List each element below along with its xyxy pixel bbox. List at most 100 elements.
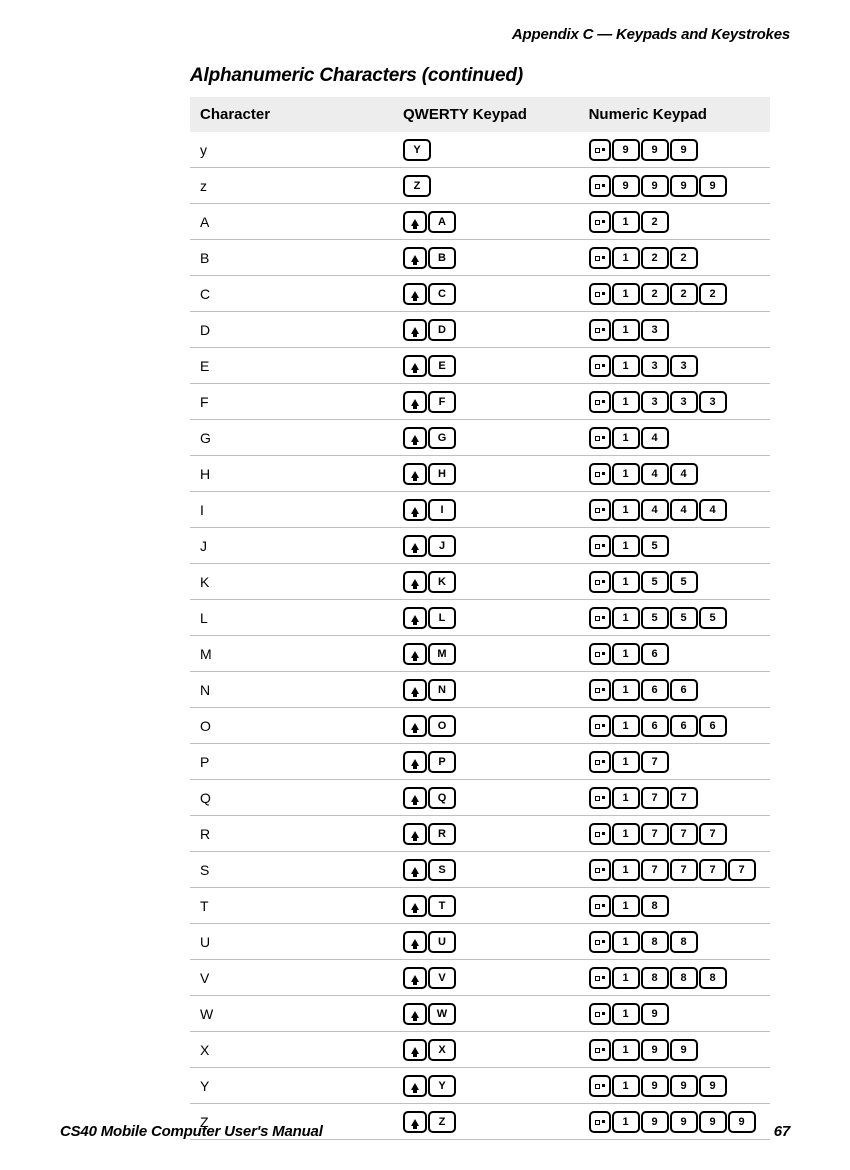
cell-qwerty: E (393, 348, 579, 384)
cell-character: y (190, 132, 393, 168)
key-icon: H (428, 463, 456, 485)
key-icon: U (428, 931, 456, 953)
key-icon: Y (403, 139, 431, 161)
cell-qwerty: X (393, 1032, 579, 1068)
cell-character: X (190, 1032, 393, 1068)
cell-qwerty: F (393, 384, 579, 420)
table-row: XX199 (190, 1032, 770, 1068)
mode-key-icon (589, 571, 611, 593)
table-row: zZ9999 (190, 168, 770, 204)
key-icon: 9 (612, 139, 640, 161)
cell-numeric: 122 (579, 240, 770, 276)
key-icon: V (428, 967, 456, 989)
cell-character: G (190, 420, 393, 456)
cell-qwerty: M (393, 636, 579, 672)
key-icon: I (428, 499, 456, 521)
key-icon: 4 (670, 463, 698, 485)
mode-key-icon (589, 643, 611, 665)
key-icon: 2 (641, 247, 669, 269)
col-numeric: Numeric Keypad (579, 97, 770, 132)
shift-key-icon (403, 715, 427, 737)
key-icon: 4 (641, 427, 669, 449)
key-icon: 2 (699, 283, 727, 305)
key-icon: 5 (641, 607, 669, 629)
key-icon: 5 (641, 535, 669, 557)
key-icon: 4 (641, 499, 669, 521)
shift-key-icon (403, 1039, 427, 1061)
mode-key-icon (589, 535, 611, 557)
key-icon: 8 (641, 895, 669, 917)
cell-character: z (190, 168, 393, 204)
key-icon: 2 (641, 211, 669, 233)
key-icon: 3 (670, 355, 698, 377)
cell-qwerty: L (393, 600, 579, 636)
key-icon: T (428, 895, 456, 917)
cell-qwerty: Q (393, 780, 579, 816)
footer-page-number: 67 (774, 1123, 790, 1140)
table-row: QQ177 (190, 780, 770, 816)
key-icon: A (428, 211, 456, 233)
shift-key-icon (403, 535, 427, 557)
mode-key-icon (589, 139, 611, 161)
cell-qwerty: N (393, 672, 579, 708)
cell-qwerty: I (393, 492, 579, 528)
key-icon: 8 (641, 967, 669, 989)
key-icon: N (428, 679, 456, 701)
cell-character: M (190, 636, 393, 672)
shift-key-icon (403, 823, 427, 845)
cell-numeric: 177 (579, 780, 770, 816)
cell-character: V (190, 960, 393, 996)
cell-character: R (190, 816, 393, 852)
key-icon: 5 (670, 607, 698, 629)
key-icon: 1 (612, 679, 640, 701)
key-icon: 7 (670, 823, 698, 845)
key-icon: 7 (641, 787, 669, 809)
key-icon: 8 (641, 931, 669, 953)
keystroke-table: Character QWERTY Keypad Numeric Keypad y… (190, 97, 770, 1140)
key-icon: 1 (612, 967, 640, 989)
key-icon: 4 (641, 463, 669, 485)
key-icon: E (428, 355, 456, 377)
cell-character: H (190, 456, 393, 492)
shift-key-icon (403, 247, 427, 269)
key-icon: 1 (612, 319, 640, 341)
footer-title: CS40 Mobile Computer User's Manual (60, 1123, 323, 1140)
cell-numeric: 999 (579, 132, 770, 168)
table-row: VV1888 (190, 960, 770, 996)
key-icon: 3 (641, 391, 669, 413)
key-icon: 9 (699, 175, 727, 197)
cell-numeric: 155 (579, 564, 770, 600)
shift-key-icon (403, 1075, 427, 1097)
key-icon: 5 (670, 571, 698, 593)
key-icon: 1 (612, 571, 640, 593)
cell-qwerty: G (393, 420, 579, 456)
shift-key-icon (403, 499, 427, 521)
key-icon: 9 (670, 139, 698, 161)
key-icon: 1 (612, 463, 640, 485)
cell-numeric: 14 (579, 420, 770, 456)
cell-numeric: 1333 (579, 384, 770, 420)
mode-key-icon (589, 355, 611, 377)
key-icon: D (428, 319, 456, 341)
col-qwerty: QWERTY Keypad (393, 97, 579, 132)
key-icon: W (428, 1003, 456, 1025)
key-icon: 1 (612, 391, 640, 413)
key-icon: 6 (641, 715, 669, 737)
key-icon: 6 (699, 715, 727, 737)
shift-key-icon (403, 211, 427, 233)
key-icon: 2 (641, 283, 669, 305)
key-icon: 3 (641, 319, 669, 341)
key-icon: R (428, 823, 456, 845)
key-icon: 6 (641, 679, 669, 701)
cell-numeric: 166 (579, 672, 770, 708)
key-icon: 8 (699, 967, 727, 989)
shift-key-icon (403, 859, 427, 881)
cell-qwerty: K (393, 564, 579, 600)
table-row: UU188 (190, 924, 770, 960)
table-row: JJ15 (190, 528, 770, 564)
mode-key-icon (589, 463, 611, 485)
key-icon: 7 (699, 823, 727, 845)
key-icon: G (428, 427, 456, 449)
table-row: LL1555 (190, 600, 770, 636)
cell-qwerty: D (393, 312, 579, 348)
